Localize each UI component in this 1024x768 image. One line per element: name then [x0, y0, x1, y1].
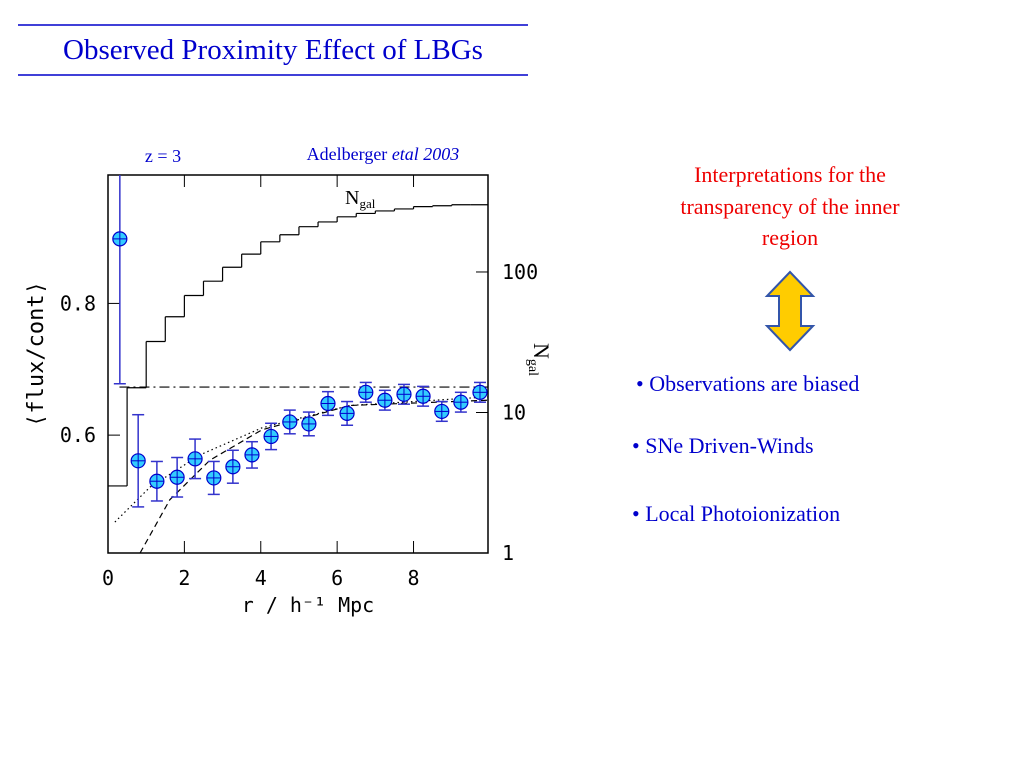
y2-tick-label: 10: [502, 400, 526, 424]
y-tick-label: 0.6: [60, 423, 96, 447]
plot-frame: [107, 174, 489, 554]
x-axis-label: r / h⁻¹ Mpc: [242, 593, 374, 617]
ngal-label-main: N: [345, 187, 359, 209]
annotation: z = 3: [145, 146, 181, 166]
slide-title: Observed Proximity Effect of LBGs: [63, 34, 483, 66]
model-curve: [114, 396, 488, 523]
bullet: • SNe Driven-Winds: [632, 433, 814, 458]
x-tick-label: 6: [331, 566, 343, 590]
data-area: [108, 175, 488, 553]
citation-year: etal 2003: [392, 144, 460, 164]
y2-axis-label-sub: gal: [525, 359, 540, 376]
x-tick-label: 4: [255, 566, 267, 590]
bullet: • Observations are biased: [636, 371, 859, 396]
y-axis-label: ⟨flux/cont⟩: [24, 281, 49, 427]
ngal-label: Ngal: [345, 187, 376, 211]
y2-axis-label: Ngal: [525, 343, 554, 376]
plot: 0 2 4 6 8 0.6 0.8 1 10 100 r / h⁻¹ Mpc ⟨flux/cont⟩ N…: [24, 144, 554, 617]
y2-tick-label: 1: [502, 541, 514, 565]
ngal-label-sub: gal: [359, 196, 375, 211]
y2-axis-label-main: N: [529, 343, 554, 359]
y2-tick-label: 100: [502, 260, 538, 284]
interpretation-line: region: [762, 225, 818, 250]
x-tick-label: 8: [408, 566, 420, 590]
citation: Adelberger etal 2003: [307, 144, 460, 164]
model-curve: [139, 399, 488, 553]
double-arrow: [764, 270, 816, 352]
citation-author: Adelberger: [307, 144, 392, 164]
interpretation-line: transparency of the inner: [680, 194, 900, 219]
x-tick-label: 0: [102, 566, 114, 590]
x-tick-label: 2: [178, 566, 190, 590]
y-tick-label: 0.8: [60, 291, 96, 315]
bullet: • Local Photoionization: [632, 501, 840, 526]
interpretation-line: Interpretations for the: [694, 162, 886, 187]
